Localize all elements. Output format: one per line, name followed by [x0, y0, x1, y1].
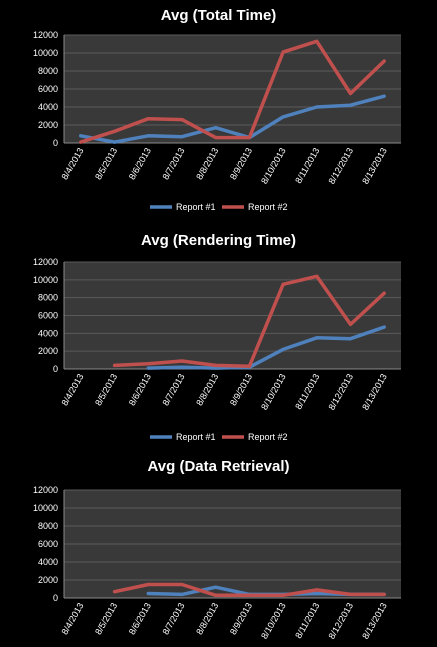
y-tick-label: 0	[53, 593, 58, 603]
x-tick-label: 8/5/2013	[93, 372, 119, 407]
x-tick-label: 8/7/2013	[160, 601, 186, 636]
x-tick-label: 8/11/2013	[293, 601, 321, 640]
x-tick-label: 8/10/2013	[259, 146, 288, 186]
x-tick-label: 8/9/2013	[228, 146, 254, 181]
legend-label-1: Report #1	[176, 432, 216, 442]
y-tick-label: 2000	[38, 120, 58, 130]
x-tick-label: 8/5/2013	[93, 146, 119, 181]
y-tick-label: 2000	[38, 575, 58, 585]
y-tick-label: 12000	[33, 485, 58, 495]
x-tick-label: 8/6/2013	[127, 146, 153, 181]
series-line-2	[112, 582, 386, 598]
y-tick-label: 6000	[38, 311, 58, 321]
x-tick-label: 8/10/2013	[259, 601, 288, 641]
series-line-2	[79, 39, 386, 144]
y-tick-label: 4000	[38, 557, 58, 567]
y-tick-label: 4000	[38, 102, 58, 112]
chart-total-time: Avg (Total Time) 0 2000 4000 6000 8000 10000 12…	[33, 7, 401, 212]
chart-title: Avg (Rendering Time)	[141, 232, 296, 249]
y-tick-label: 2000	[38, 346, 58, 356]
x-tick-label: 8/13/2013	[360, 372, 389, 412]
y-tick-label: 12000	[33, 257, 58, 267]
x-tick-label: 8/8/2013	[194, 601, 220, 636]
y-tick-label: 6000	[38, 539, 58, 549]
chart-title: Avg (Data Retrieval)	[148, 458, 290, 475]
x-tick-label: 8/5/2013	[93, 601, 119, 636]
legend-label-1: Report #1	[176, 202, 216, 212]
series-line-1	[79, 94, 386, 144]
x-tick-label: 8/8/2013	[194, 146, 220, 181]
x-tick-label: 8/9/2013	[228, 372, 254, 407]
y-tick-label: 6000	[38, 84, 58, 94]
y-tick-label: 10000	[33, 503, 58, 513]
chart-panel-rendering-time: Avg (Rendering Time) 0 2000 4000 6000 8000 100…	[0, 222, 437, 452]
y-tick-label: 12000	[33, 30, 58, 40]
x-tick-label: 8/7/2013	[160, 372, 186, 407]
x-tick-label: 8/11/2013	[293, 146, 321, 185]
y-tick-label: 4000	[38, 328, 58, 338]
series-line-2	[112, 274, 386, 369]
x-tick-label: 8/11/2013	[293, 372, 321, 411]
series-line-1	[146, 325, 386, 370]
legend-label-2: Report #2	[248, 432, 288, 442]
chart-panel-total-time: Avg (Total Time) 0 2000 4000 6000 8000 10000 12…	[0, 0, 437, 222]
y-tick-label: 8000	[38, 66, 58, 76]
x-tick-label: 8/4/2013	[59, 601, 85, 636]
x-tick-label: 8/12/2013	[326, 146, 355, 186]
chart-data-retrieval: Avg (Data Retrieval) 0 2000 4000 6000 8000 100…	[33, 458, 401, 641]
x-tick-label: 8/4/2013	[59, 146, 85, 181]
legend-label-2: Report #2	[248, 202, 288, 212]
x-tick-label: 8/9/2013	[228, 601, 254, 636]
y-tick-label: 10000	[33, 48, 58, 58]
y-tick-label: 8000	[38, 293, 58, 303]
x-tick-label: 8/13/2013	[360, 601, 389, 641]
x-tick-label: 8/4/2013	[59, 372, 85, 407]
x-tick-label: 8/6/2013	[127, 372, 153, 407]
chart-panel-data-retrieval: Avg (Data Retrieval) 0 2000 4000 6000 8000 100…	[0, 452, 437, 647]
y-tick-label: 0	[53, 364, 58, 374]
x-tick-label: 8/12/2013	[326, 372, 355, 412]
y-tick-label: 10000	[33, 275, 58, 285]
x-tick-label: 8/7/2013	[160, 146, 186, 181]
y-tick-label: 8000	[38, 521, 58, 531]
x-tick-label: 8/12/2013	[326, 601, 355, 641]
y-tick-label: 0	[53, 138, 58, 148]
x-tick-label: 8/13/2013	[360, 146, 389, 186]
x-tick-label: 8/8/2013	[194, 372, 220, 407]
chart-rendering-time: Avg (Rendering Time) 0 2000 4000 6000 8000 100…	[33, 232, 401, 442]
x-tick-label: 8/6/2013	[127, 601, 153, 636]
x-tick-label: 8/10/2013	[259, 372, 288, 412]
chart-title: Avg (Total Time)	[161, 7, 277, 24]
